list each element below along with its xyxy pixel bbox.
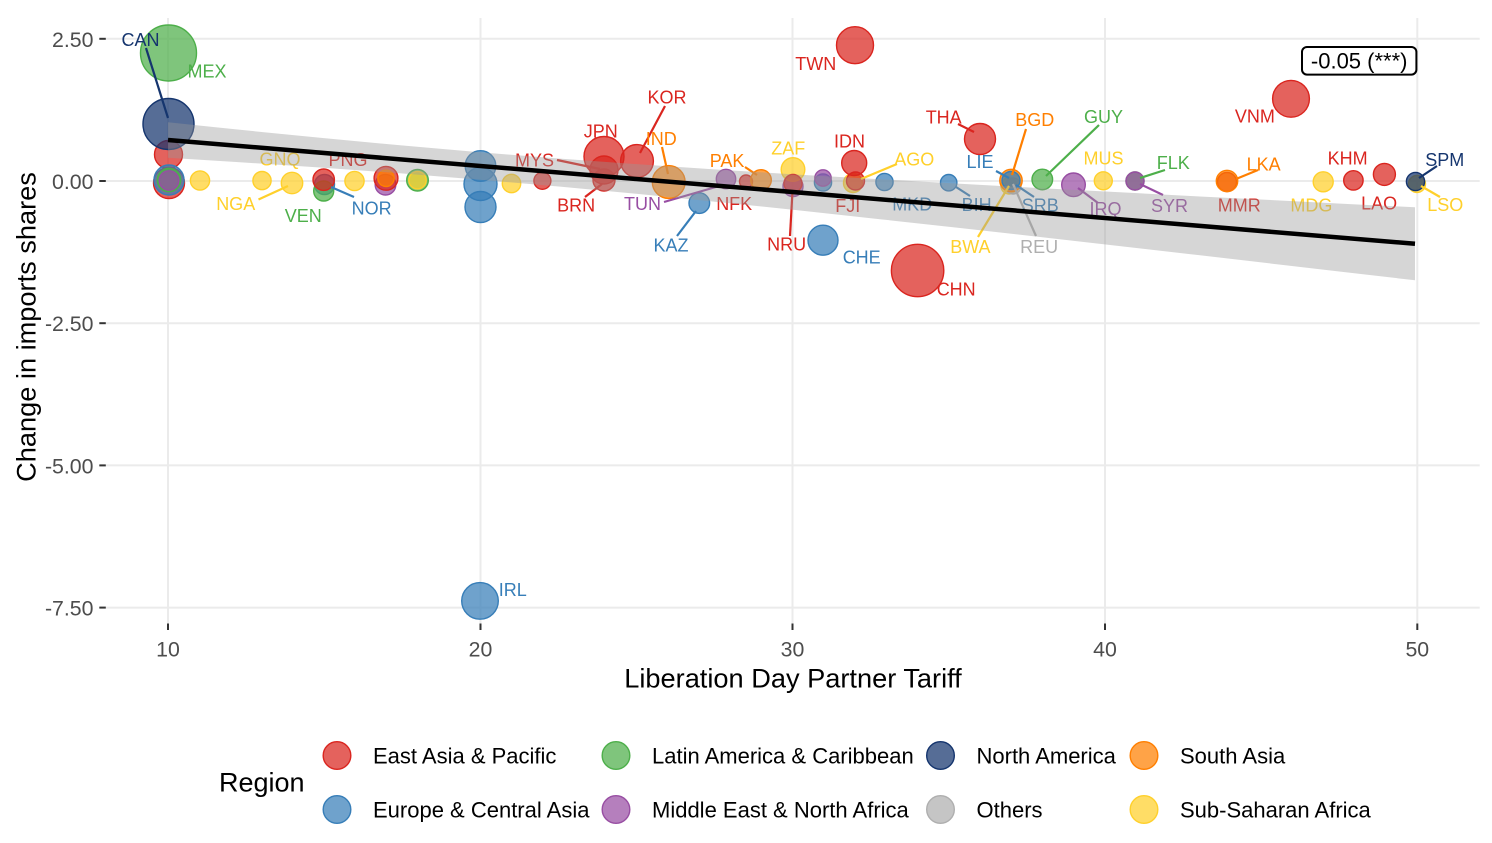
svg-text:SYR: SYR <box>1151 196 1188 216</box>
svg-text:LKA: LKA <box>1247 154 1281 174</box>
svg-text:North America: North America <box>977 743 1117 768</box>
svg-text:-2.50: -2.50 <box>45 312 94 336</box>
svg-text:-5.00: -5.00 <box>45 454 94 478</box>
svg-text:South Asia: South Asia <box>1180 743 1286 768</box>
svg-text:-0.05 (***): -0.05 (***) <box>1311 49 1408 74</box>
svg-text:Middle East & North Africa: Middle East & North Africa <box>652 797 910 822</box>
svg-text:CAN: CAN <box>121 30 159 50</box>
svg-text:GUY: GUY <box>1084 107 1123 127</box>
svg-text:BWA: BWA <box>950 237 990 257</box>
svg-text:MUS: MUS <box>1084 149 1124 169</box>
svg-text:Europe & Central Asia: Europe & Central Asia <box>373 797 590 822</box>
svg-text:Change in imports shares: Change in imports shares <box>11 172 42 482</box>
svg-text:IRQ: IRQ <box>1089 199 1121 219</box>
svg-text:2.50: 2.50 <box>52 28 94 52</box>
svg-text:MYS: MYS <box>515 151 554 171</box>
svg-text:0.00: 0.00 <box>52 170 94 194</box>
svg-text:JPN: JPN <box>584 122 618 142</box>
svg-text:VNM: VNM <box>1235 106 1275 126</box>
svg-text:MMR: MMR <box>1218 195 1261 215</box>
svg-text:REU: REU <box>1020 237 1058 257</box>
svg-text:THA: THA <box>926 107 962 127</box>
svg-text:Latin America & Caribbean: Latin America & Caribbean <box>652 743 914 768</box>
svg-text:AGO: AGO <box>894 150 934 170</box>
svg-text:Others: Others <box>977 797 1043 822</box>
svg-text:MDG: MDG <box>1290 196 1332 216</box>
svg-text:KAZ: KAZ <box>653 235 688 255</box>
svg-text:-7.50: -7.50 <box>45 597 94 621</box>
svg-text:50: 50 <box>1405 638 1429 662</box>
svg-text:PAK: PAK <box>710 151 745 171</box>
svg-text:VEN: VEN <box>285 206 322 226</box>
svg-text:FJI: FJI <box>835 196 860 216</box>
svg-text:NGA: NGA <box>216 194 255 214</box>
svg-text:CHE: CHE <box>843 247 881 267</box>
svg-text:GNQ: GNQ <box>259 150 300 170</box>
svg-text:LSO: LSO <box>1427 195 1463 215</box>
svg-text:Liberation Day Partner Tariff: Liberation Day Partner Tariff <box>624 663 962 694</box>
svg-text:East Asia & Pacific: East Asia & Pacific <box>373 743 556 768</box>
svg-text:FLK: FLK <box>1157 153 1190 173</box>
svg-text:BGD: BGD <box>1015 110 1054 130</box>
svg-text:TUN: TUN <box>624 194 661 214</box>
svg-text:40: 40 <box>1093 638 1117 662</box>
svg-text:Region: Region <box>219 768 305 798</box>
svg-text:MEX: MEX <box>187 62 226 82</box>
svg-text:KHM: KHM <box>1328 148 1368 168</box>
svg-text:KOR: KOR <box>647 88 686 108</box>
svg-text:IRL: IRL <box>499 580 527 600</box>
svg-text:CHN: CHN <box>937 280 976 300</box>
svg-text:LAO: LAO <box>1361 194 1397 214</box>
svg-text:SPM: SPM <box>1425 150 1464 170</box>
svg-text:20: 20 <box>469 638 493 662</box>
svg-text:LIE: LIE <box>966 152 993 172</box>
svg-text:BRN: BRN <box>557 196 595 216</box>
svg-text:Sub-Saharan Africa: Sub-Saharan Africa <box>1180 797 1372 822</box>
svg-text:NOR: NOR <box>352 199 392 219</box>
svg-text:TWN: TWN <box>795 54 836 74</box>
svg-text:IND: IND <box>646 129 677 149</box>
svg-text:ZAF: ZAF <box>771 139 805 159</box>
svg-text:IDN: IDN <box>834 131 865 151</box>
svg-text:NRU: NRU <box>767 235 806 255</box>
svg-text:10: 10 <box>156 638 180 662</box>
svg-text:30: 30 <box>781 638 805 662</box>
svg-text:NFK: NFK <box>716 194 752 214</box>
